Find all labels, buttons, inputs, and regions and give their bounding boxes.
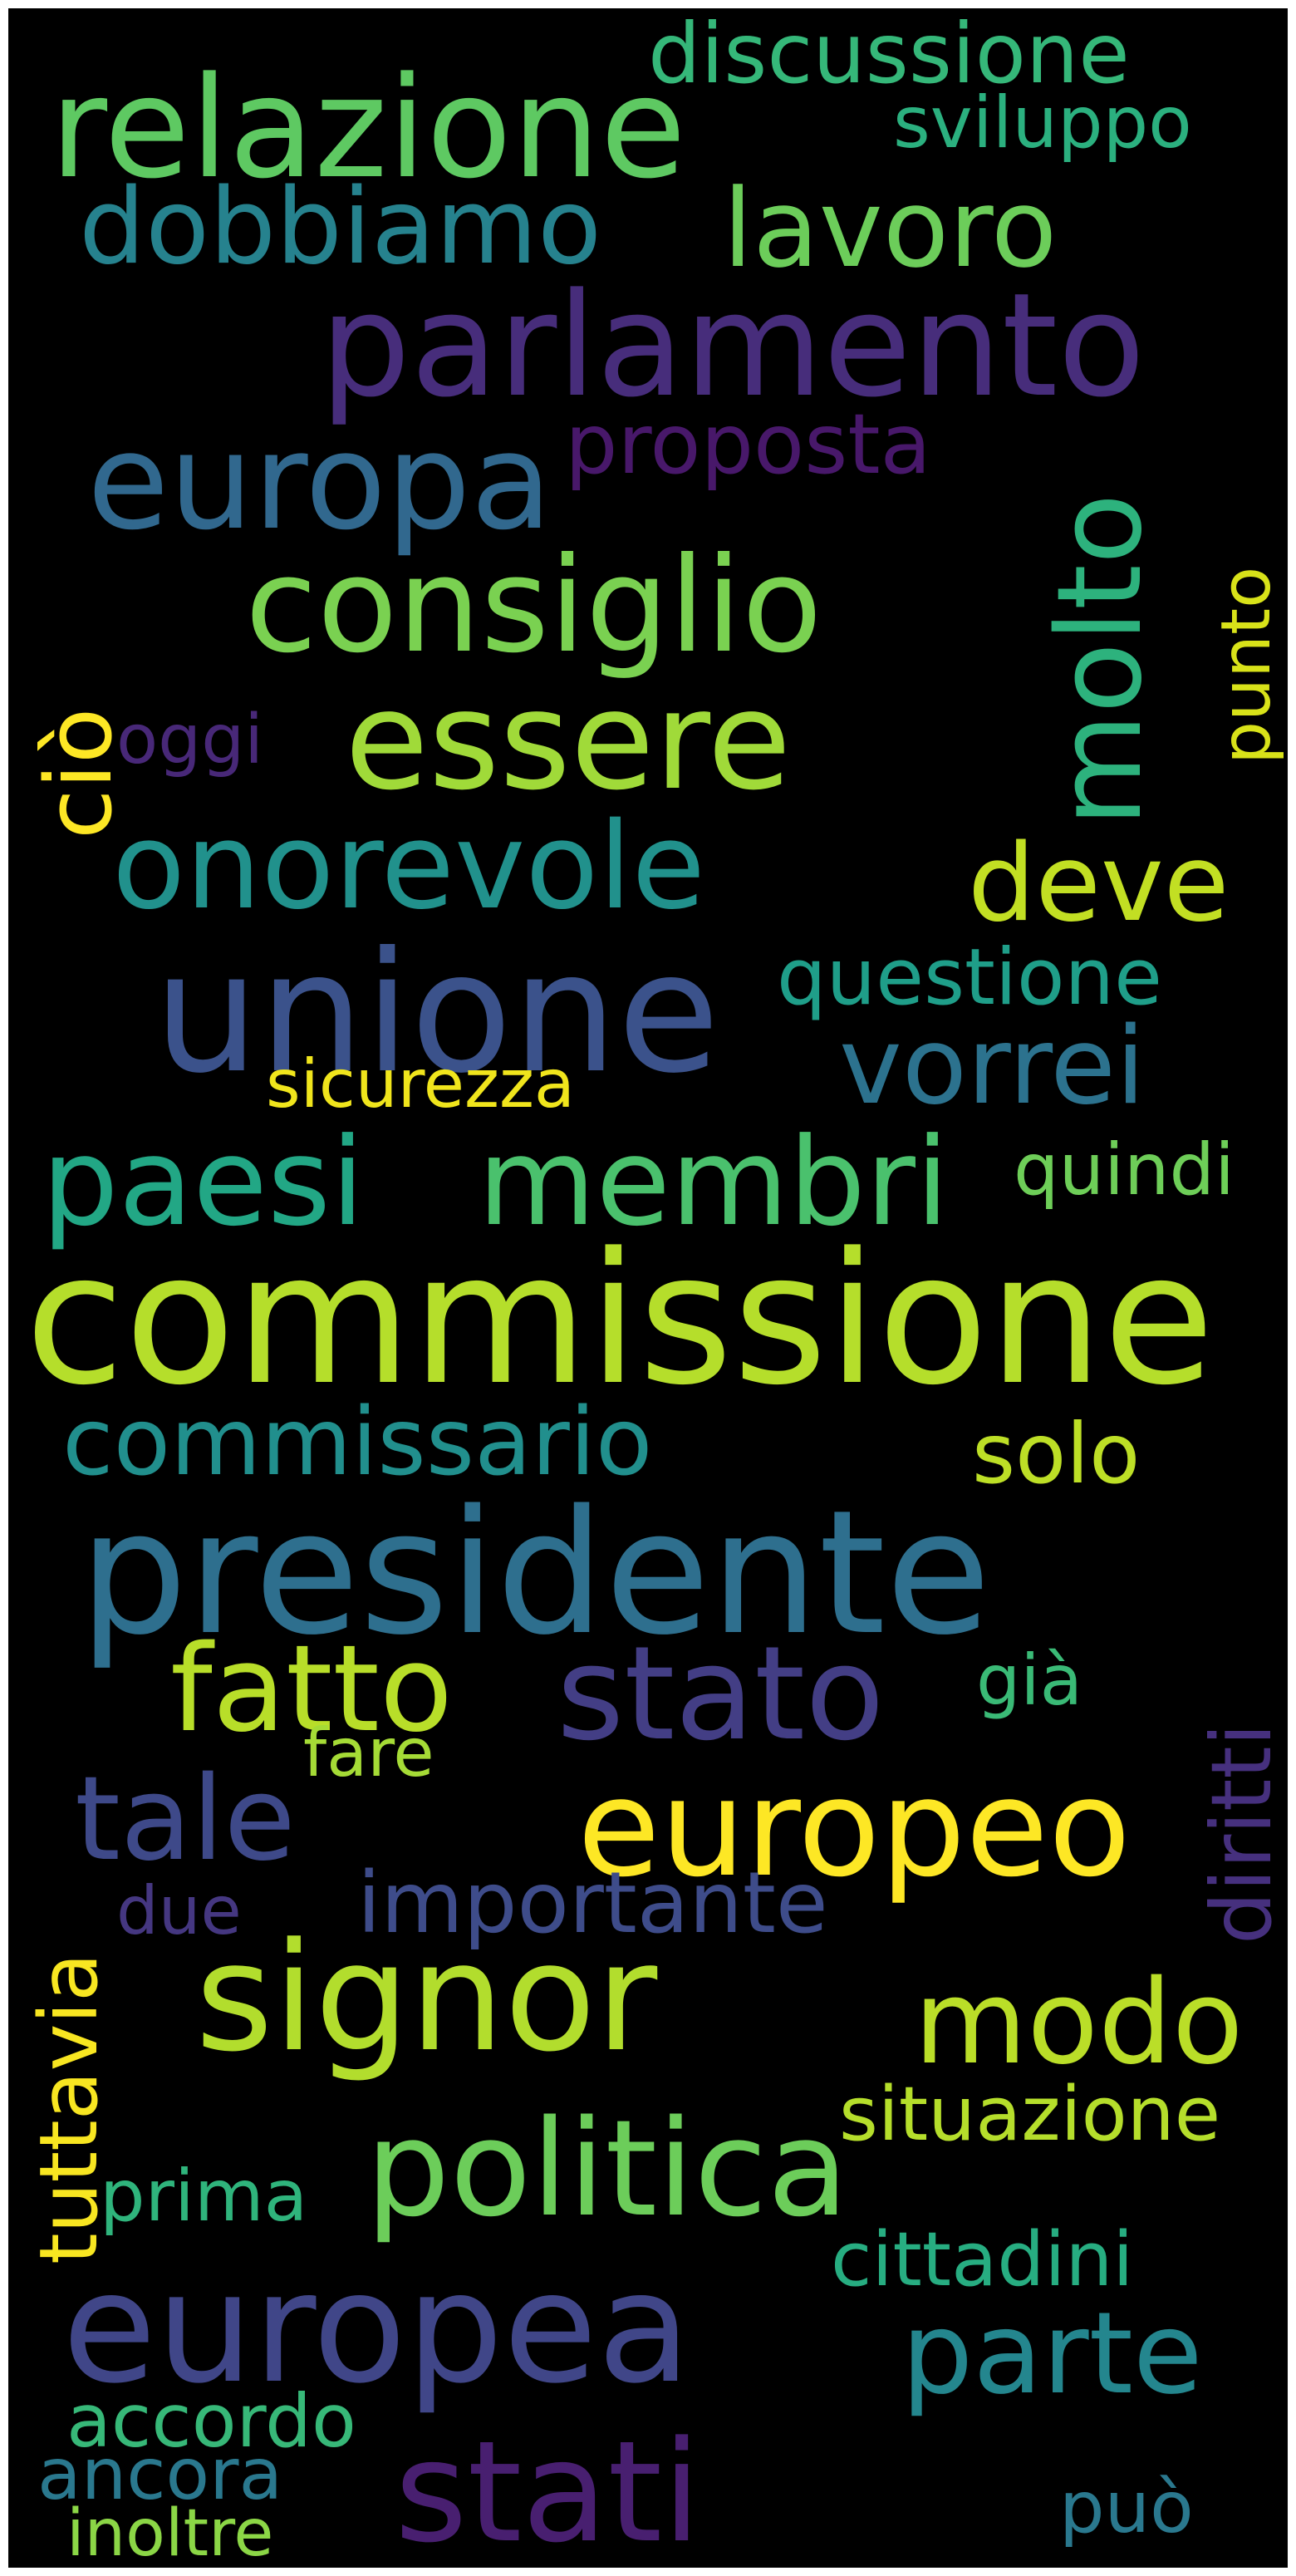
word-commissione: commissione	[25, 1215, 1215, 1425]
word-questione: questione	[777, 932, 1162, 1023]
word-puo: può	[1059, 2466, 1194, 2549]
word-solo: solo	[972, 1405, 1141, 1502]
word-proposta: proposta	[565, 396, 931, 493]
word-deve: deve	[968, 822, 1230, 946]
word-essere: essere	[345, 661, 792, 820]
word-gia: già	[976, 1639, 1083, 1721]
word-situazione: situazione	[839, 2071, 1221, 2158]
word-tuttavia: tuttavia	[22, 1953, 115, 2264]
word-parlamento: parlamento	[320, 262, 1146, 429]
word-stati: stati	[395, 2411, 701, 2568]
word-membri: membri	[478, 1112, 950, 1253]
word-diritti: diritti	[1193, 1723, 1288, 1944]
word-fare: fare	[303, 1714, 434, 1792]
word-europea: europea	[62, 2239, 691, 2417]
word-inoltre: inoltre	[66, 2496, 274, 2568]
word-unione: unione	[154, 917, 720, 1110]
word-fatto: fatto	[170, 1619, 453, 1758]
word-ancora: ancora	[37, 2433, 283, 2516]
word-relazione: relazione	[50, 47, 686, 209]
word-parte: parte	[901, 2288, 1203, 2420]
word-commissario: commissario	[62, 1389, 653, 1497]
word-oggi: oggi	[116, 701, 264, 779]
word-cloud-canvas: relazione discussione sviluppo dobbiamo …	[8, 8, 1288, 2568]
word-due: due	[116, 1872, 242, 1949]
word-discussione: discussione	[648, 8, 1130, 102]
word-molto: molto	[1033, 493, 1168, 827]
word-lavoro: lavoro	[723, 165, 1058, 292]
word-prima: prima	[100, 2155, 308, 2238]
word-sviluppo: sviluppo	[893, 81, 1192, 165]
word-cittadini: cittadini	[831, 2216, 1134, 2303]
word-dobbiamo: dobbiamo	[79, 165, 602, 288]
word-presidente: presidente	[79, 1473, 991, 1673]
word-importante: importante	[357, 1854, 828, 1953]
word-vorrei: vorrei	[839, 1005, 1146, 1128]
word-sicurezza: sicurezza	[266, 1045, 575, 1123]
word-tale: tale	[75, 1752, 296, 1887]
word-signor: signor	[195, 1911, 658, 2085]
word-stato: stato	[557, 1618, 885, 1769]
word-quindi: quindi	[1014, 1128, 1235, 1212]
word-punto: punto	[1207, 566, 1286, 764]
word-cio: ciò	[26, 707, 132, 839]
word-onorevole: onorevole	[112, 796, 706, 936]
word-paesi: paesi	[42, 1112, 365, 1253]
word-modo: modo	[914, 1955, 1244, 2091]
word-accordo: accordo	[66, 2378, 356, 2464]
word-europeo: europeo	[577, 1751, 1132, 1907]
word-europa: europa	[87, 404, 552, 559]
word-consiglio: consiglio	[245, 529, 822, 682]
word-politica: politica	[366, 2091, 849, 2246]
